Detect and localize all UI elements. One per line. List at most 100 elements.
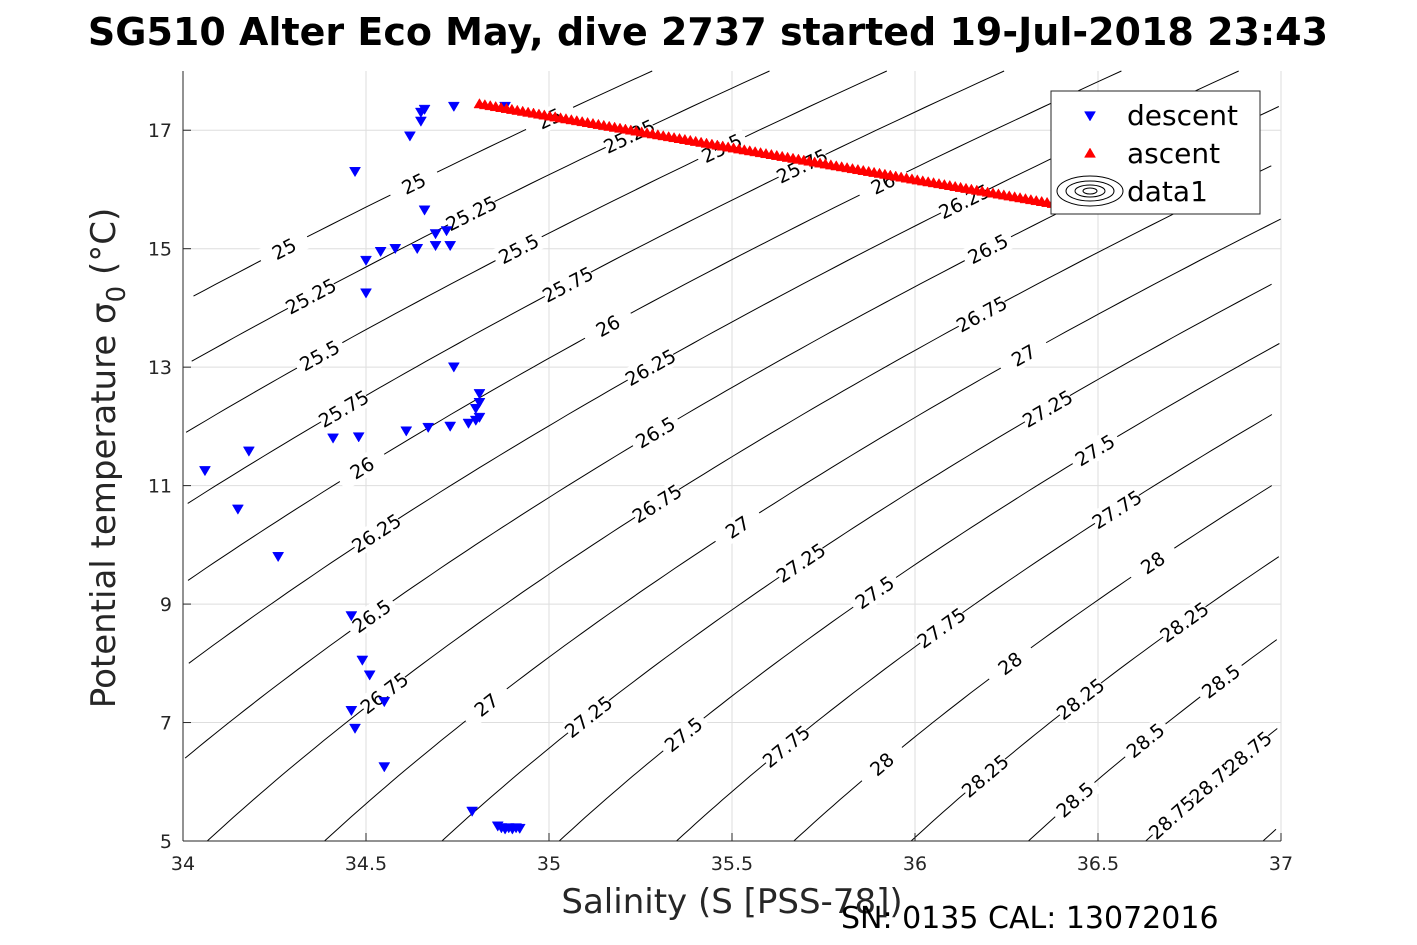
contour-label-background	[282, 274, 339, 319]
descent-point	[414, 107, 427, 118]
descent-point	[327, 433, 339, 444]
descent-point	[440, 226, 453, 237]
contour-label-background	[1089, 486, 1145, 533]
contour-label-background	[600, 115, 658, 158]
descent-point	[349, 723, 361, 734]
contour-label-background	[1066, 427, 1123, 473]
contour-label-background	[490, 227, 547, 271]
contour-label-background	[953, 291, 1010, 336]
y-tick-label: 9	[160, 594, 172, 616]
x-axis-label: Salinity (S [PSS-78])	[561, 882, 902, 922]
y-axis-label-subscript: 0	[102, 286, 132, 303]
contour-label-background	[443, 191, 500, 235]
density-contour-line	[1262, 828, 1277, 842]
contour-label-background	[846, 568, 903, 617]
descent-point	[231, 504, 244, 515]
contour-label-background	[255, 227, 313, 271]
contour-label-background	[854, 738, 909, 790]
descent-point	[447, 362, 460, 373]
contour-label-background	[1185, 756, 1240, 808]
legend: descent ascent data1	[1050, 90, 1261, 215]
descent-point	[414, 116, 427, 127]
contour-label-background	[1118, 715, 1173, 766]
legend-ascent-glyph	[1084, 147, 1096, 158]
descent-point	[363, 670, 376, 681]
contour-label-background	[627, 409, 684, 456]
x-tick-label: 36.5	[1077, 853, 1119, 875]
contour-label-background	[1220, 727, 1276, 778]
contour-label-background	[458, 680, 514, 730]
contour-label-background	[385, 162, 442, 205]
ticks: 34 34.5 35 35.5 36 36.5 37 5 7 9 11 13 15 17	[148, 120, 1293, 875]
descent-point	[349, 167, 361, 178]
descent-point	[360, 288, 372, 299]
contour-label-background	[1124, 538, 1181, 587]
data-series	[199, 98, 1075, 835]
chart-title: SG510 Alter Eco May, dive 2737 started 1…	[88, 10, 1328, 54]
contour-label-background	[982, 638, 1038, 688]
descent-point	[374, 247, 387, 258]
descent-point	[352, 432, 365, 443]
y-axis-label-main: Potential temperature σ	[84, 302, 124, 708]
descent-point	[272, 552, 285, 563]
serial-calibration-footer: SN: 0135 CAL: 13072016	[841, 901, 1219, 936]
descent-point	[462, 418, 475, 429]
descent-point	[469, 403, 482, 415]
contour-label-background	[343, 591, 400, 640]
contour-label-background	[773, 539, 829, 587]
descent-point	[378, 697, 391, 708]
contour-label-background	[291, 333, 348, 378]
descent-point	[356, 655, 369, 666]
descent-point	[429, 241, 442, 252]
descent-point	[513, 823, 526, 835]
descent-point	[400, 426, 413, 437]
legend-descent-label: descent	[1127, 99, 1238, 132]
descent-point	[473, 389, 486, 400]
descent-point	[418, 205, 431, 216]
descent-point	[411, 244, 424, 255]
x-tick-label: 34	[171, 853, 195, 875]
descent-point	[345, 706, 358, 717]
contour-label-background	[995, 333, 1052, 378]
descent-point	[345, 611, 358, 622]
x-tick-label: 35.5	[711, 853, 753, 875]
y-tick-label: 15	[148, 239, 172, 261]
descent-point	[466, 806, 479, 817]
y-axis-label: Potential temperature σ0 (°C)	[84, 208, 132, 708]
contour-label-background	[959, 227, 1017, 271]
contour-label-background	[1019, 386, 1076, 432]
x-tick-label: 37	[1269, 853, 1293, 875]
contour-label-background	[1156, 597, 1212, 646]
legend-descent-marker	[1084, 111, 1096, 122]
contour-label-background	[356, 668, 412, 718]
descent-point	[422, 422, 435, 434]
legend-ascent-label: ascent	[1127, 137, 1220, 170]
x-tick-label: 34.5	[345, 853, 387, 875]
contour-label-background	[1145, 791, 1199, 843]
contour-label-background	[773, 144, 831, 188]
contour-label-background	[913, 603, 969, 652]
descent-point	[403, 131, 416, 142]
y-tick-label: 13	[148, 357, 172, 379]
descent-point	[378, 762, 391, 773]
descent-point	[473, 398, 486, 409]
y-tick-label: 7	[160, 713, 172, 735]
contour-label-background	[579, 303, 636, 348]
descent-point	[447, 101, 460, 112]
contour-label-background	[656, 709, 711, 760]
legend-contour-icon	[1056, 175, 1124, 207]
contour-label-background	[629, 480, 685, 527]
contour-label-background	[1193, 656, 1249, 706]
x-tick-label: 36	[903, 853, 927, 875]
descent-point	[389, 244, 402, 255]
descent-point	[429, 229, 442, 240]
legend-descent-glyph	[1084, 111, 1096, 122]
contour-label-background	[1053, 674, 1108, 724]
descent-point	[242, 446, 255, 457]
contour-label-background	[315, 385, 372, 432]
contour-label-background	[334, 444, 390, 491]
descent-point	[444, 241, 457, 252]
y-axis-label-unit: (°C)	[84, 208, 124, 286]
contour-label-background	[539, 262, 596, 307]
